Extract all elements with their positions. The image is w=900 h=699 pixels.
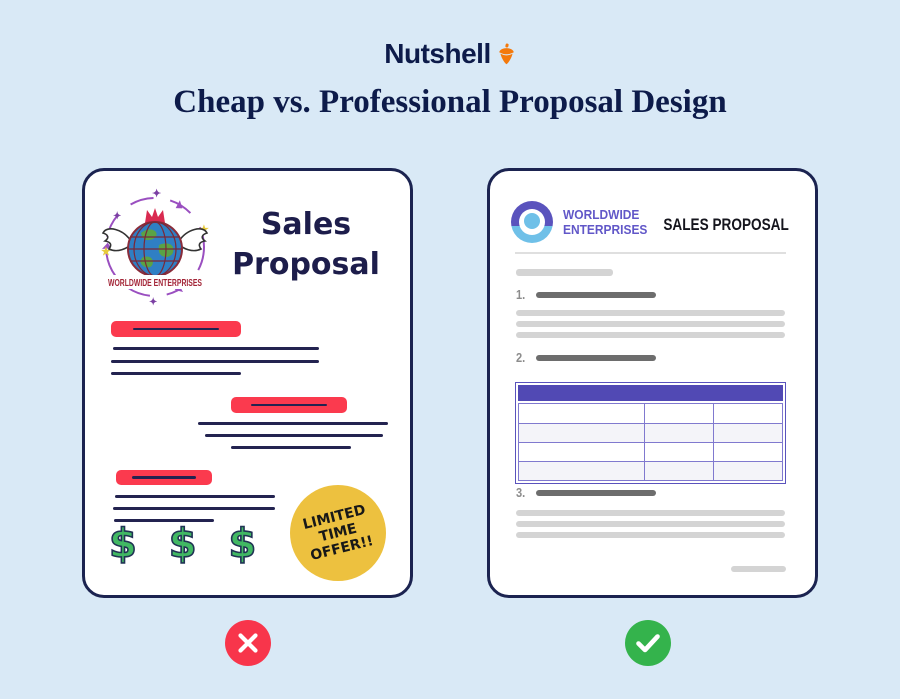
svg-text:✦: ✦ bbox=[113, 211, 121, 222]
heading-placeholder bbox=[535, 354, 656, 361]
text-line-placeholder bbox=[198, 422, 388, 425]
highlighted-heading-placeholder bbox=[116, 470, 212, 485]
dollar-signs: $ $ $ bbox=[108, 520, 266, 568]
table-cell bbox=[714, 443, 782, 461]
table-cell bbox=[714, 424, 782, 442]
right-wing bbox=[175, 228, 209, 252]
pricing-table bbox=[515, 382, 786, 484]
table-cell bbox=[519, 443, 646, 461]
cheap-logo-text: WORLDWIDE ENTERPRISES bbox=[108, 278, 202, 289]
text-line-placeholder bbox=[516, 332, 785, 338]
brand-name: Nutshell bbox=[384, 38, 491, 69]
table-row bbox=[519, 442, 782, 461]
table-cell bbox=[519, 404, 646, 423]
numbered-section-heading: 1. bbox=[516, 287, 656, 302]
table-cell bbox=[714, 404, 782, 423]
highlighted-heading-placeholder bbox=[231, 397, 347, 413]
text-line-placeholder bbox=[111, 372, 241, 375]
brand-logo: Nutshell bbox=[0, 38, 900, 70]
section-number: 2. bbox=[516, 350, 526, 365]
text-line-placeholder bbox=[516, 310, 785, 316]
limited-time-offer-badge: LIMITED TIME OFFER!! bbox=[290, 485, 386, 581]
text-line-placeholder bbox=[115, 495, 275, 498]
section-number: 3. bbox=[516, 485, 526, 500]
heading-placeholder bbox=[535, 489, 656, 496]
section-number: 1. bbox=[516, 287, 526, 302]
text-line-placeholder bbox=[114, 519, 214, 522]
text-line-placeholder bbox=[516, 269, 613, 276]
header-divider bbox=[515, 252, 786, 254]
table-cell bbox=[519, 462, 646, 480]
acorn-icon bbox=[497, 43, 516, 65]
numbered-section-heading: 3. bbox=[516, 485, 656, 500]
table-cell bbox=[714, 462, 782, 480]
text-line-placeholder bbox=[516, 532, 785, 538]
table-body bbox=[518, 403, 783, 481]
cheap-doc-title-line1: Sales bbox=[260, 207, 352, 242]
text-line-placeholder bbox=[516, 321, 785, 327]
highlighted-heading-placeholder bbox=[111, 321, 241, 337]
pro-doc-title: SALES PROPOSAL bbox=[663, 215, 789, 234]
company-name-line1: WORLDWIDE bbox=[563, 207, 640, 222]
svg-text:✦: ✦ bbox=[152, 188, 161, 200]
text-line-placeholder bbox=[516, 521, 785, 527]
table-cell bbox=[645, 404, 714, 423]
table-cell bbox=[645, 462, 714, 480]
table-header-row bbox=[518, 385, 783, 401]
badge-text: LIMITED TIME OFFER!! bbox=[301, 502, 375, 564]
heading-placeholder bbox=[535, 291, 656, 298]
table-cell bbox=[645, 424, 714, 442]
text-line-placeholder bbox=[113, 347, 319, 350]
text-line-placeholder bbox=[205, 434, 383, 437]
table-row bbox=[519, 404, 782, 423]
signature-line-placeholder bbox=[731, 566, 786, 572]
text-line-placeholder bbox=[516, 510, 785, 516]
x-circle-icon bbox=[225, 620, 271, 666]
text-line-placeholder bbox=[113, 507, 275, 510]
text-line-placeholder bbox=[111, 360, 319, 363]
numbered-section-heading: 2. bbox=[516, 350, 656, 365]
check-circle-icon bbox=[625, 620, 671, 666]
cheap-doc-title: Sales Proposal bbox=[216, 205, 396, 285]
svg-text:✦: ✦ bbox=[149, 297, 157, 308]
cheap-doc-title-line2: Proposal bbox=[232, 247, 380, 282]
company-name-line2: ENTERPRISES bbox=[563, 222, 648, 237]
table-cell bbox=[645, 443, 714, 461]
table-cell bbox=[519, 424, 646, 442]
clipart-globe-logo: ✦ ★ ★ ✦ ✦ ✦ bbox=[97, 183, 213, 314]
company-logo-name: WORLDWIDE ENTERPRISES bbox=[563, 207, 647, 237]
professional-proposal-document: WORLDWIDE ENTERPRISES SALES PROPOSAL 1. … bbox=[487, 168, 818, 598]
page-title: Cheap vs. Professional Proposal Design bbox=[173, 84, 727, 120]
cheap-proposal-document: ✦ ★ ★ ✦ ✦ ✦ bbox=[82, 168, 413, 598]
left-wing bbox=[101, 228, 135, 252]
text-line-placeholder bbox=[231, 446, 351, 449]
table-row bbox=[519, 461, 782, 480]
company-logo-icon bbox=[511, 201, 553, 243]
svg-text:★: ★ bbox=[101, 246, 111, 258]
table-row bbox=[519, 423, 782, 442]
